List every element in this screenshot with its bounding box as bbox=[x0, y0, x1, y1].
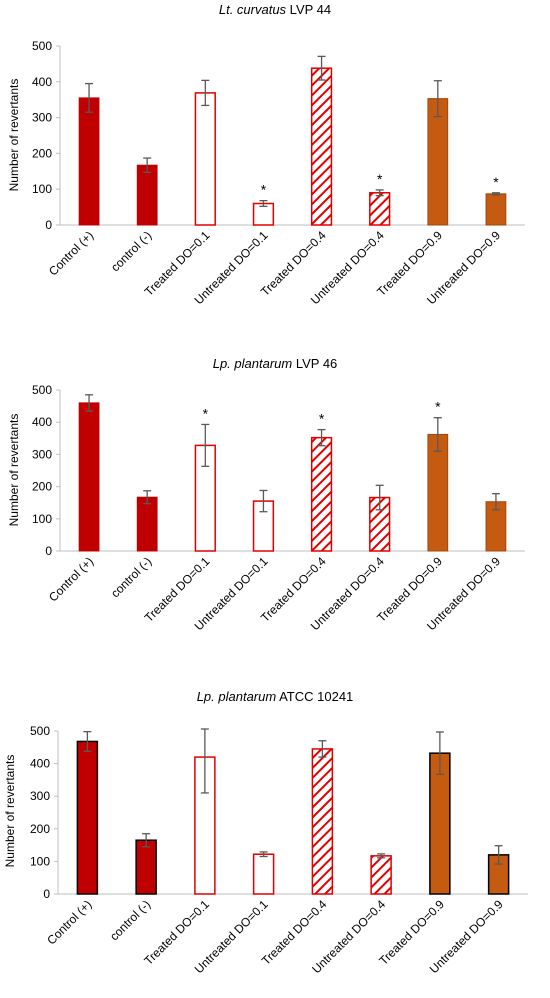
x-tick-label-control: control (-) bbox=[107, 897, 153, 943]
y-tick-label: 100 bbox=[32, 512, 52, 526]
y-tick-label: 500 bbox=[32, 383, 52, 397]
y-tick-label: 300 bbox=[32, 111, 52, 125]
significance-marker: * bbox=[377, 171, 383, 187]
bar-treated-do-0-9 bbox=[427, 433, 449, 552]
y-tick-label: 200 bbox=[30, 822, 50, 836]
chart-title-rest: LVP 46 bbox=[292, 356, 337, 371]
chart-title: Lp. plantarum LVP 46 bbox=[213, 356, 338, 371]
y-tick-label: 200 bbox=[32, 480, 52, 494]
chart-panel-lp-plantarum-lvp46: Lp. plantarum LVP 46 Number of revertant… bbox=[7, 356, 525, 633]
y-tick-label: 500 bbox=[32, 39, 52, 53]
chart-title: Lt. curvatus LVP 44 bbox=[219, 2, 331, 17]
chart-title: Lp. plantarum ATCC 10241 bbox=[197, 689, 354, 704]
y-tick-label: 0 bbox=[45, 218, 52, 232]
significance-marker: * bbox=[261, 182, 267, 198]
significance-marker: * bbox=[319, 411, 325, 427]
y-tick-label: 400 bbox=[32, 75, 52, 89]
significance-marker: * bbox=[203, 405, 209, 421]
chart-panel-lp-plantarum-atcc10241: Lp. plantarum ATCC 10241 Number of rever… bbox=[3, 689, 528, 976]
y-tick-label: 400 bbox=[30, 757, 50, 771]
chart-title-italic: Lp. plantarum bbox=[213, 356, 293, 371]
significance-marker: * bbox=[493, 174, 499, 190]
y-tick-label: 0 bbox=[45, 544, 52, 558]
bar-control bbox=[78, 402, 100, 552]
chart-title-italic: Lt. curvatus bbox=[219, 2, 287, 17]
bar-treated-do-0-4 bbox=[310, 67, 333, 226]
y-tick-label: 300 bbox=[32, 447, 52, 461]
y-tick-label: 0 bbox=[43, 887, 50, 901]
x-tick-label-control: control (-) bbox=[108, 228, 154, 274]
x-tick-label-control: Control (+) bbox=[44, 897, 94, 947]
bar-control bbox=[135, 839, 157, 895]
y-tick-label: 100 bbox=[32, 182, 52, 196]
y-tick-label: 300 bbox=[30, 789, 50, 803]
chart-title-rest: ATCC 10241 bbox=[276, 689, 353, 704]
y-axis-label: Number of revertants bbox=[3, 755, 17, 868]
y-tick-label: 400 bbox=[32, 415, 52, 429]
y-tick-label: 200 bbox=[32, 146, 52, 160]
bar-control bbox=[136, 496, 158, 552]
bar-treated-do-0-4 bbox=[310, 436, 333, 552]
x-tick-label-control: Control (+) bbox=[46, 228, 96, 278]
x-tick-label-control: control (-) bbox=[108, 554, 154, 600]
bar-treated-do-0-9 bbox=[427, 98, 449, 226]
y-axis-label: Number of revertants bbox=[7, 414, 21, 527]
y-axis-label: Number of revertants bbox=[7, 79, 21, 192]
bar-untreated-do-0-4 bbox=[370, 855, 392, 895]
bar-untreated-do-0-1 bbox=[252, 853, 275, 895]
chart-title-rest: LVP 44 bbox=[286, 2, 331, 17]
bar-untreated-do-0-4 bbox=[369, 192, 391, 226]
significance-marker: * bbox=[435, 399, 441, 415]
bar-control bbox=[78, 97, 100, 226]
chart-panel-lt-curvatus-lvp44: Lt. curvatus LVP 44 Number of revertants… bbox=[7, 2, 525, 307]
bar-control bbox=[76, 740, 99, 895]
chart-title-italic: Lp. plantarum bbox=[197, 689, 277, 704]
x-tick-label-control: Control (+) bbox=[46, 554, 96, 604]
bar-untreated-do-0-9 bbox=[485, 193, 507, 226]
bar-control bbox=[136, 164, 158, 226]
y-tick-label: 500 bbox=[30, 724, 50, 738]
y-tick-label: 100 bbox=[30, 854, 50, 868]
bar-treated-do-0-1 bbox=[194, 92, 216, 226]
bar-treated-do-0-4 bbox=[311, 748, 334, 895]
